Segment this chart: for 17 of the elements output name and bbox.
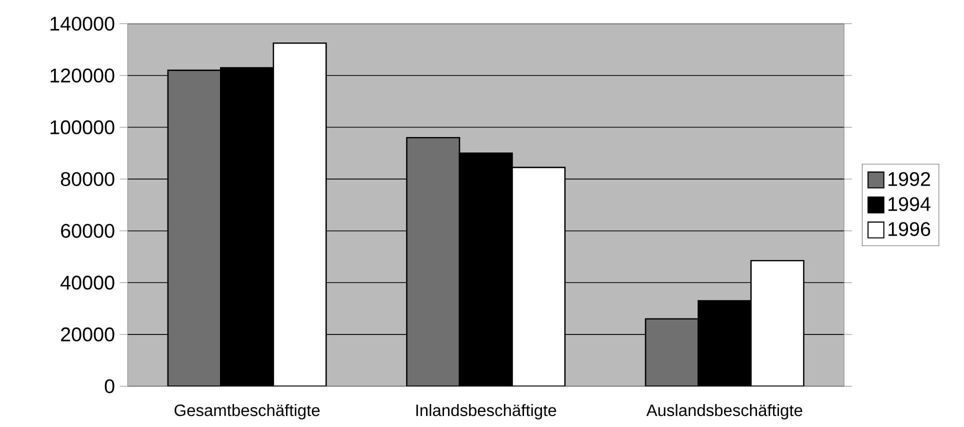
- y-tick-label: 120000: [50, 68, 114, 82]
- legend-label: 1994: [888, 197, 930, 212]
- x-tick-label: Auslandsbeschäftigte: [646, 404, 802, 420]
- legend-label: 1992: [888, 172, 930, 186]
- bar: [644, 318, 699, 386]
- y-tick-label: 80000: [60, 172, 114, 186]
- y-tick-label: 140000: [50, 16, 114, 31]
- y-tick-label: 0: [104, 379, 114, 394]
- bar: [167, 70, 222, 386]
- y-tick-label: 20000: [61, 327, 114, 342]
- y-tick-label: 100000: [50, 120, 114, 134]
- bar: [406, 136, 460, 386]
- legend-label: 1996: [888, 222, 930, 236]
- x-tick-label: Gesamtbeschäftigte: [174, 404, 320, 420]
- x-tick-label: Inlandsbeschäftigte: [416, 404, 556, 420]
- y-tick-label: 40000: [60, 276, 114, 290]
- y-tick-label: 60000: [61, 224, 114, 238]
